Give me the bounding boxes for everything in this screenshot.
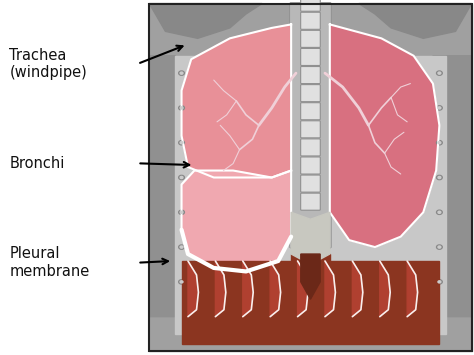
Polygon shape [182,254,439,344]
FancyBboxPatch shape [290,2,331,248]
FancyBboxPatch shape [301,139,320,156]
Polygon shape [330,24,439,247]
FancyBboxPatch shape [301,0,320,11]
Circle shape [437,141,442,145]
Circle shape [179,106,184,110]
Circle shape [438,246,441,248]
Circle shape [438,142,441,144]
Polygon shape [359,4,472,38]
Text: Pleural
membrane: Pleural membrane [9,246,90,279]
Polygon shape [301,254,320,299]
Circle shape [437,245,442,249]
Circle shape [438,281,441,283]
Circle shape [180,246,183,248]
Polygon shape [291,212,330,264]
FancyBboxPatch shape [301,193,320,210]
Circle shape [438,211,441,213]
Circle shape [438,107,441,109]
Polygon shape [407,261,418,317]
Circle shape [437,106,442,110]
Circle shape [437,280,442,284]
Polygon shape [380,261,390,317]
Circle shape [179,210,184,214]
Circle shape [179,175,184,180]
Circle shape [180,176,183,179]
Circle shape [179,245,184,249]
Polygon shape [433,56,472,317]
Polygon shape [352,261,363,317]
Circle shape [437,210,442,214]
Circle shape [438,176,441,179]
FancyBboxPatch shape [301,12,320,29]
Text: Bronchi: Bronchi [9,156,65,171]
FancyBboxPatch shape [301,84,320,102]
Polygon shape [182,24,291,178]
Circle shape [437,71,442,75]
Polygon shape [182,170,291,272]
Polygon shape [325,261,336,317]
Circle shape [180,281,183,283]
Polygon shape [149,56,188,317]
Circle shape [180,211,183,213]
FancyBboxPatch shape [301,121,320,138]
FancyBboxPatch shape [301,175,320,192]
FancyBboxPatch shape [301,48,320,65]
Polygon shape [175,56,446,334]
Circle shape [438,72,441,74]
Text: Trachea
(windpipe): Trachea (windpipe) [9,48,87,80]
Circle shape [180,142,183,144]
Circle shape [437,175,442,180]
Polygon shape [149,4,262,38]
Polygon shape [149,4,472,351]
FancyBboxPatch shape [301,66,320,83]
Circle shape [179,280,184,284]
Polygon shape [270,261,281,317]
Polygon shape [188,261,199,317]
Circle shape [179,141,184,145]
FancyBboxPatch shape [301,157,320,174]
Circle shape [180,72,183,74]
FancyBboxPatch shape [301,103,320,120]
Circle shape [179,71,184,75]
Polygon shape [298,261,308,317]
FancyBboxPatch shape [301,30,320,48]
Polygon shape [215,261,226,317]
Circle shape [180,107,183,109]
Polygon shape [243,261,253,317]
